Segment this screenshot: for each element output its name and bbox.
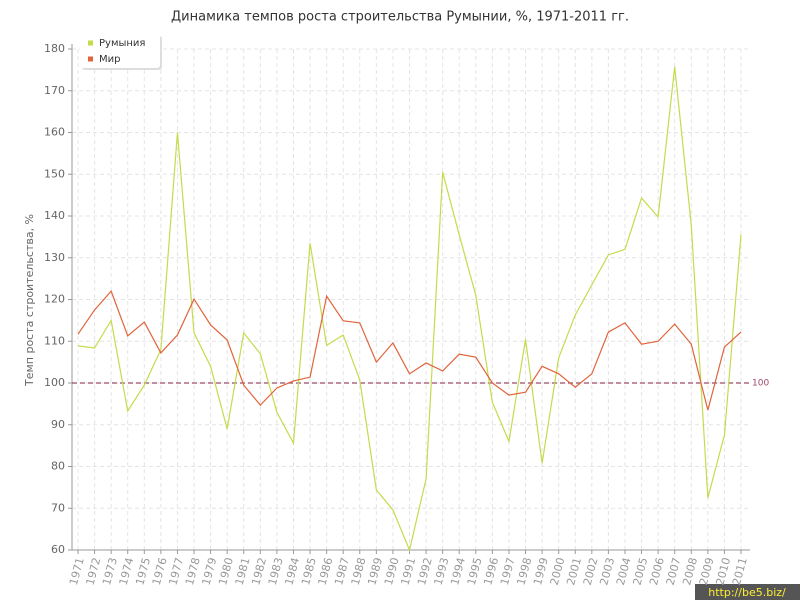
y-tick-label: 180 bbox=[44, 42, 65, 55]
y-tick-label: 140 bbox=[44, 209, 65, 222]
series-line bbox=[77, 66, 742, 552]
y-tick-label: 80 bbox=[51, 460, 65, 473]
legend-swatch bbox=[88, 56, 93, 62]
y-tick-label: 130 bbox=[44, 251, 65, 264]
legend-label: Румыния bbox=[99, 38, 145, 49]
legend-box bbox=[80, 34, 160, 68]
y-tick-label: 70 bbox=[51, 501, 65, 514]
y-tick-label: 170 bbox=[44, 84, 65, 97]
watermark[interactable]: http://be5.biz/ bbox=[708, 586, 786, 599]
y-tick-label: 100 bbox=[44, 376, 65, 389]
chart-title: Динамика темпов роста строительства Румы… bbox=[171, 10, 629, 25]
y-axis-label: Темп роста строительства, % bbox=[23, 214, 36, 387]
y-tick-label: 90 bbox=[51, 418, 65, 431]
x-tick-label: 2011 bbox=[730, 556, 750, 586]
series-line bbox=[77, 290, 742, 411]
legend-swatch bbox=[88, 40, 93, 46]
y-tick-label: 110 bbox=[44, 334, 65, 347]
y-tick-label: 120 bbox=[44, 293, 65, 306]
y-tick-label: 160 bbox=[44, 126, 65, 139]
watermark-box bbox=[695, 584, 800, 600]
y-tick-label: 60 bbox=[51, 543, 65, 556]
reference-label: 100 bbox=[752, 379, 769, 389]
legend-label: Мир bbox=[99, 54, 120, 65]
y-tick-label: 150 bbox=[44, 167, 65, 180]
